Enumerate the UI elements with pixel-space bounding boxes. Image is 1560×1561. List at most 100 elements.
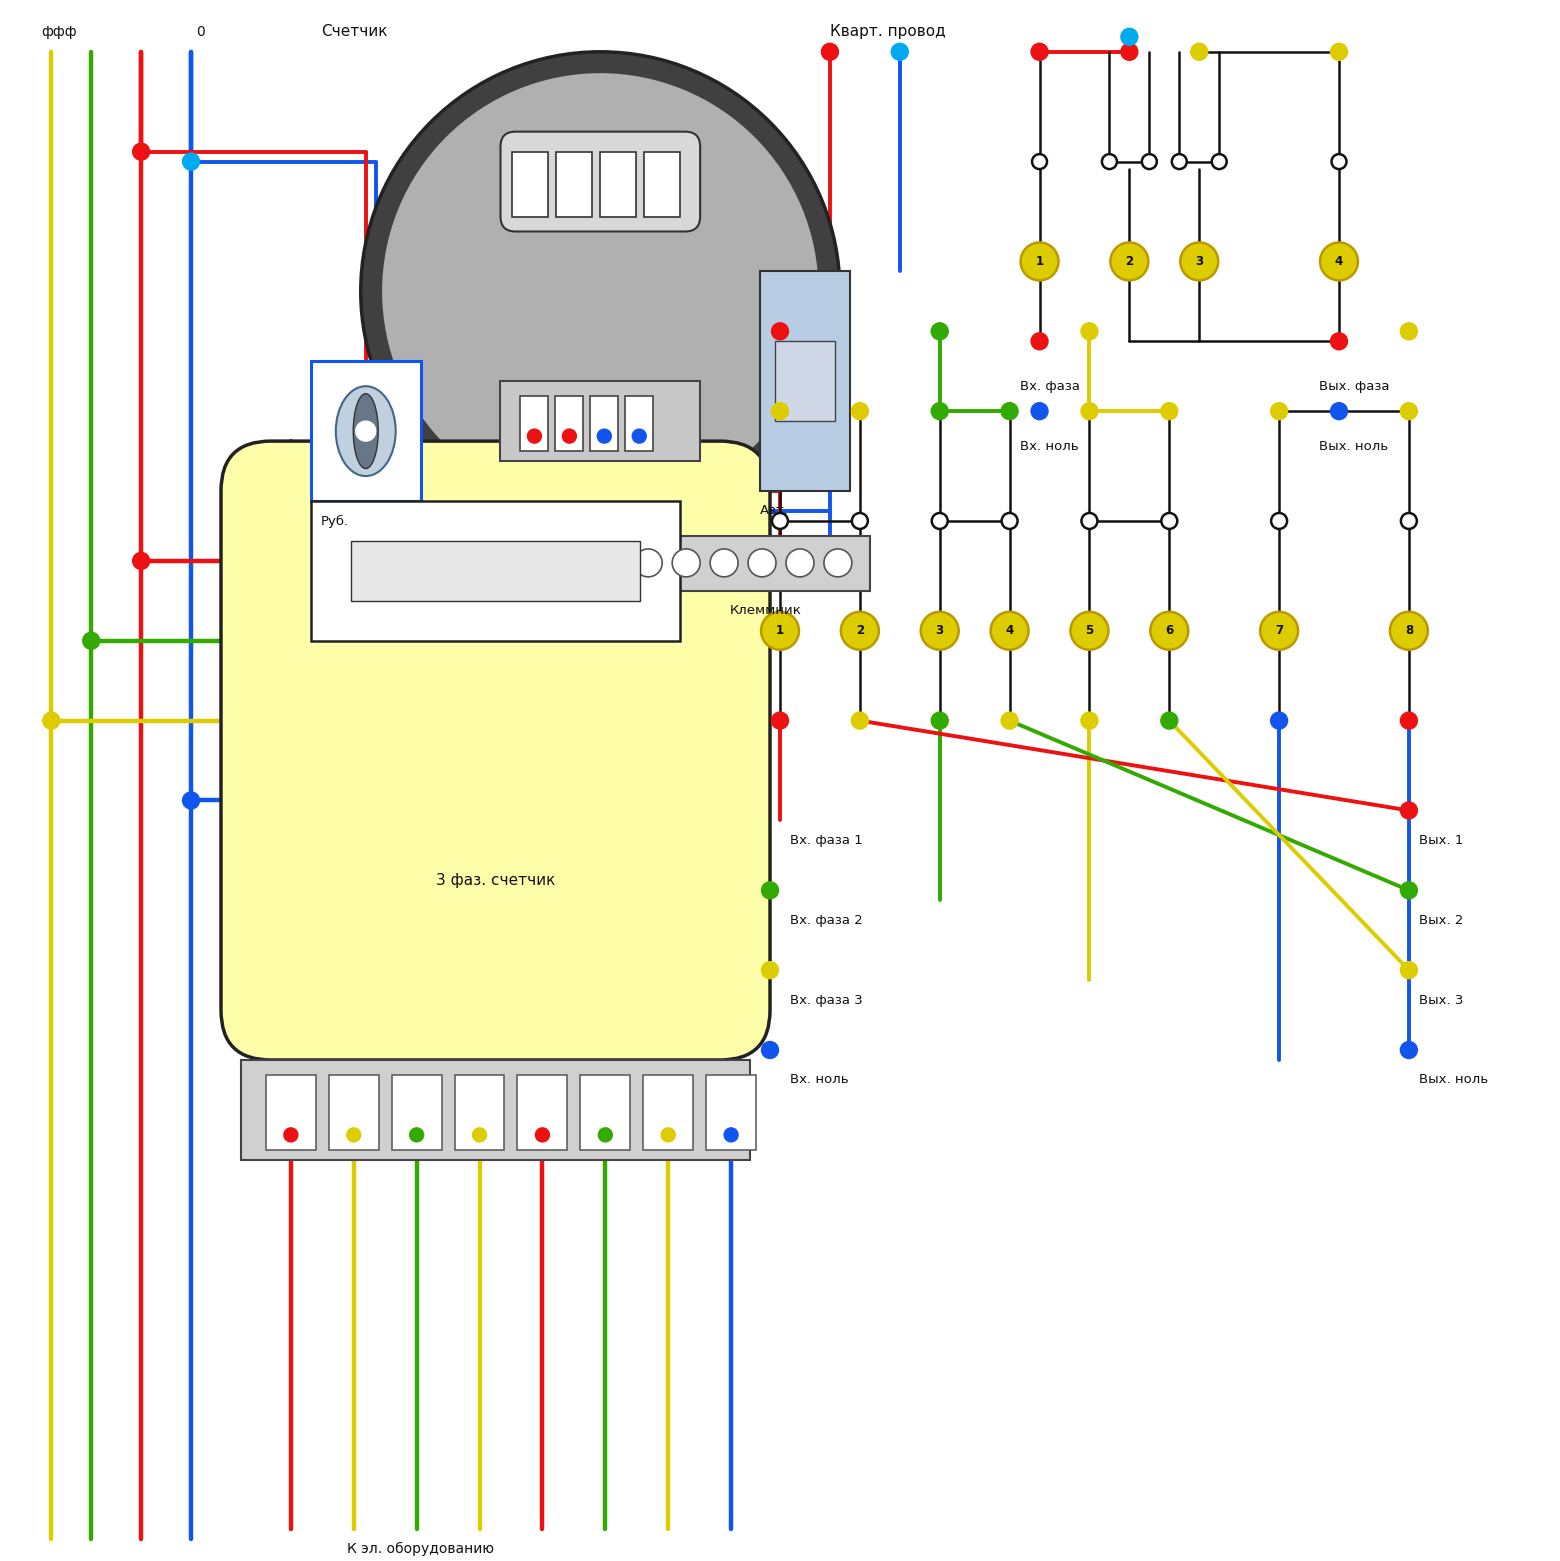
Text: 5: 5 (1086, 624, 1094, 637)
Circle shape (1020, 242, 1059, 281)
Text: К эл. оборудованию: К эл. оборудованию (348, 1542, 495, 1556)
Circle shape (710, 549, 738, 578)
Circle shape (42, 712, 59, 729)
Text: 7: 7 (1275, 624, 1284, 637)
Circle shape (1002, 712, 1019, 729)
Circle shape (852, 712, 869, 729)
Circle shape (761, 612, 799, 649)
Text: Счетчик: Счетчик (321, 25, 387, 39)
Circle shape (1181, 242, 1218, 281)
Bar (644, 151, 680, 217)
Circle shape (749, 549, 775, 578)
Text: Вх. ноль: Вх. ноль (789, 1074, 849, 1086)
Bar (351, 542, 640, 601)
Circle shape (852, 403, 869, 420)
Text: Вых. 1: Вых. 1 (1420, 834, 1463, 848)
Bar (521, 396, 549, 451)
Bar (310, 501, 680, 640)
Circle shape (1332, 155, 1346, 169)
Circle shape (672, 549, 700, 578)
Bar (265, 1076, 315, 1150)
Circle shape (1401, 712, 1418, 729)
Circle shape (1002, 403, 1019, 420)
Circle shape (1070, 612, 1109, 649)
Circle shape (1190, 44, 1207, 61)
Text: 0: 0 (197, 25, 204, 39)
Circle shape (661, 1129, 675, 1141)
Text: Вх. фаза 1: Вх. фаза 1 (789, 834, 863, 848)
Text: 2: 2 (856, 624, 864, 637)
Bar (240, 1060, 750, 1160)
Text: Вых. фаза: Вых. фаза (1320, 379, 1390, 393)
Circle shape (772, 514, 788, 529)
Bar (630, 535, 870, 590)
Circle shape (822, 44, 838, 61)
Circle shape (346, 1129, 360, 1141)
Bar (707, 1076, 757, 1150)
Circle shape (1161, 514, 1178, 529)
Circle shape (1122, 44, 1137, 61)
Circle shape (931, 712, 948, 729)
Ellipse shape (335, 386, 396, 476)
Text: 4: 4 (1335, 254, 1343, 268)
Text: Вх. фаза 2: Вх. фаза 2 (789, 913, 863, 927)
Circle shape (183, 791, 200, 809)
Circle shape (1111, 242, 1148, 281)
Bar (775, 342, 835, 421)
Circle shape (356, 421, 376, 442)
Text: Вых. ноль: Вых. ноль (1320, 440, 1388, 453)
Circle shape (83, 632, 100, 649)
Circle shape (599, 1129, 612, 1141)
Circle shape (1401, 962, 1418, 979)
Circle shape (786, 549, 814, 578)
FancyBboxPatch shape (222, 442, 771, 1060)
Bar (555, 396, 583, 451)
Circle shape (1331, 403, 1348, 420)
Circle shape (1122, 28, 1137, 45)
Circle shape (1401, 882, 1418, 899)
Text: 3 фаз. счетчик: 3 фаз. счетчик (435, 873, 555, 888)
Bar (454, 1076, 504, 1150)
Circle shape (1081, 403, 1098, 420)
Circle shape (772, 323, 788, 340)
Bar (760, 272, 850, 492)
Bar (557, 151, 593, 217)
Circle shape (597, 429, 612, 443)
Bar (518, 1076, 568, 1150)
Circle shape (1031, 332, 1048, 350)
Circle shape (1002, 514, 1017, 529)
Circle shape (841, 612, 878, 649)
Circle shape (563, 429, 576, 443)
Circle shape (772, 712, 788, 729)
Circle shape (1033, 155, 1047, 169)
Circle shape (1081, 323, 1098, 340)
Circle shape (183, 153, 200, 170)
Circle shape (931, 514, 948, 529)
Circle shape (360, 52, 839, 531)
Circle shape (381, 72, 821, 510)
Circle shape (1212, 155, 1226, 169)
Circle shape (772, 403, 788, 420)
Circle shape (1081, 712, 1098, 729)
Circle shape (920, 612, 959, 649)
Circle shape (410, 1129, 424, 1141)
Text: Клеммник: Клеммник (730, 604, 802, 617)
Circle shape (1331, 332, 1348, 350)
Circle shape (824, 549, 852, 578)
Circle shape (1142, 155, 1158, 169)
Circle shape (761, 962, 778, 979)
Circle shape (852, 514, 867, 529)
Text: 8: 8 (1404, 624, 1413, 637)
Text: 1: 1 (775, 624, 785, 637)
Circle shape (1260, 612, 1298, 649)
Text: Вх. фаза: Вх. фаза (1020, 379, 1080, 393)
Circle shape (535, 1129, 549, 1141)
Circle shape (1031, 403, 1048, 420)
Text: Вх. ноль: Вх. ноль (1020, 440, 1078, 453)
Circle shape (1331, 44, 1348, 61)
Text: 3: 3 (936, 624, 944, 637)
Bar (501, 381, 700, 460)
Circle shape (1401, 514, 1416, 529)
Circle shape (931, 323, 948, 340)
Circle shape (1401, 1041, 1418, 1058)
